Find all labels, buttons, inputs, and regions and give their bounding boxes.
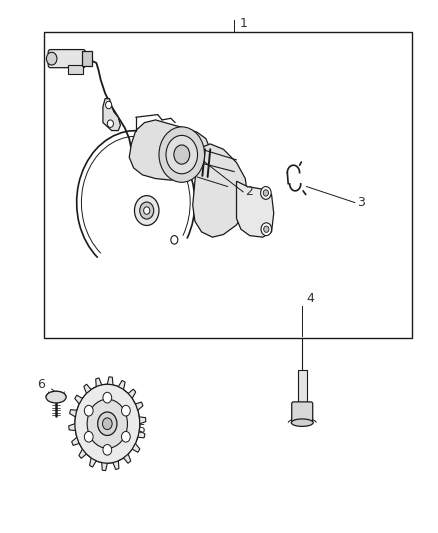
- Circle shape: [85, 431, 93, 442]
- Circle shape: [121, 431, 130, 442]
- Circle shape: [261, 187, 271, 199]
- Circle shape: [263, 190, 268, 196]
- Circle shape: [144, 207, 150, 214]
- Circle shape: [98, 412, 117, 435]
- Text: 6: 6: [37, 378, 45, 391]
- Polygon shape: [69, 377, 146, 471]
- Text: 2: 2: [245, 185, 253, 198]
- Text: 3: 3: [357, 196, 365, 209]
- Bar: [68, 65, 83, 74]
- FancyBboxPatch shape: [48, 50, 85, 68]
- Bar: [298, 370, 307, 405]
- Circle shape: [261, 223, 272, 236]
- Polygon shape: [193, 144, 247, 237]
- Circle shape: [87, 399, 127, 448]
- FancyBboxPatch shape: [292, 402, 313, 423]
- Circle shape: [103, 445, 112, 455]
- Circle shape: [121, 406, 130, 416]
- Polygon shape: [129, 120, 210, 180]
- Circle shape: [107, 120, 113, 127]
- Circle shape: [85, 406, 93, 416]
- Circle shape: [174, 145, 190, 164]
- Bar: [82, 51, 92, 66]
- Circle shape: [166, 135, 198, 174]
- Circle shape: [103, 392, 112, 403]
- Text: 4: 4: [307, 292, 314, 305]
- Circle shape: [46, 52, 57, 65]
- Circle shape: [159, 127, 205, 182]
- Circle shape: [106, 101, 112, 109]
- Circle shape: [171, 236, 178, 244]
- Ellipse shape: [46, 391, 66, 403]
- Circle shape: [140, 202, 154, 219]
- Text: 1: 1: [240, 18, 248, 30]
- Bar: [44, 32, 412, 338]
- Polygon shape: [103, 99, 120, 131]
- Text: 5: 5: [138, 423, 146, 435]
- Polygon shape: [237, 181, 274, 237]
- Circle shape: [264, 226, 269, 232]
- Circle shape: [75, 384, 140, 463]
- Circle shape: [102, 418, 112, 430]
- Ellipse shape: [291, 419, 313, 426]
- Circle shape: [134, 196, 159, 225]
